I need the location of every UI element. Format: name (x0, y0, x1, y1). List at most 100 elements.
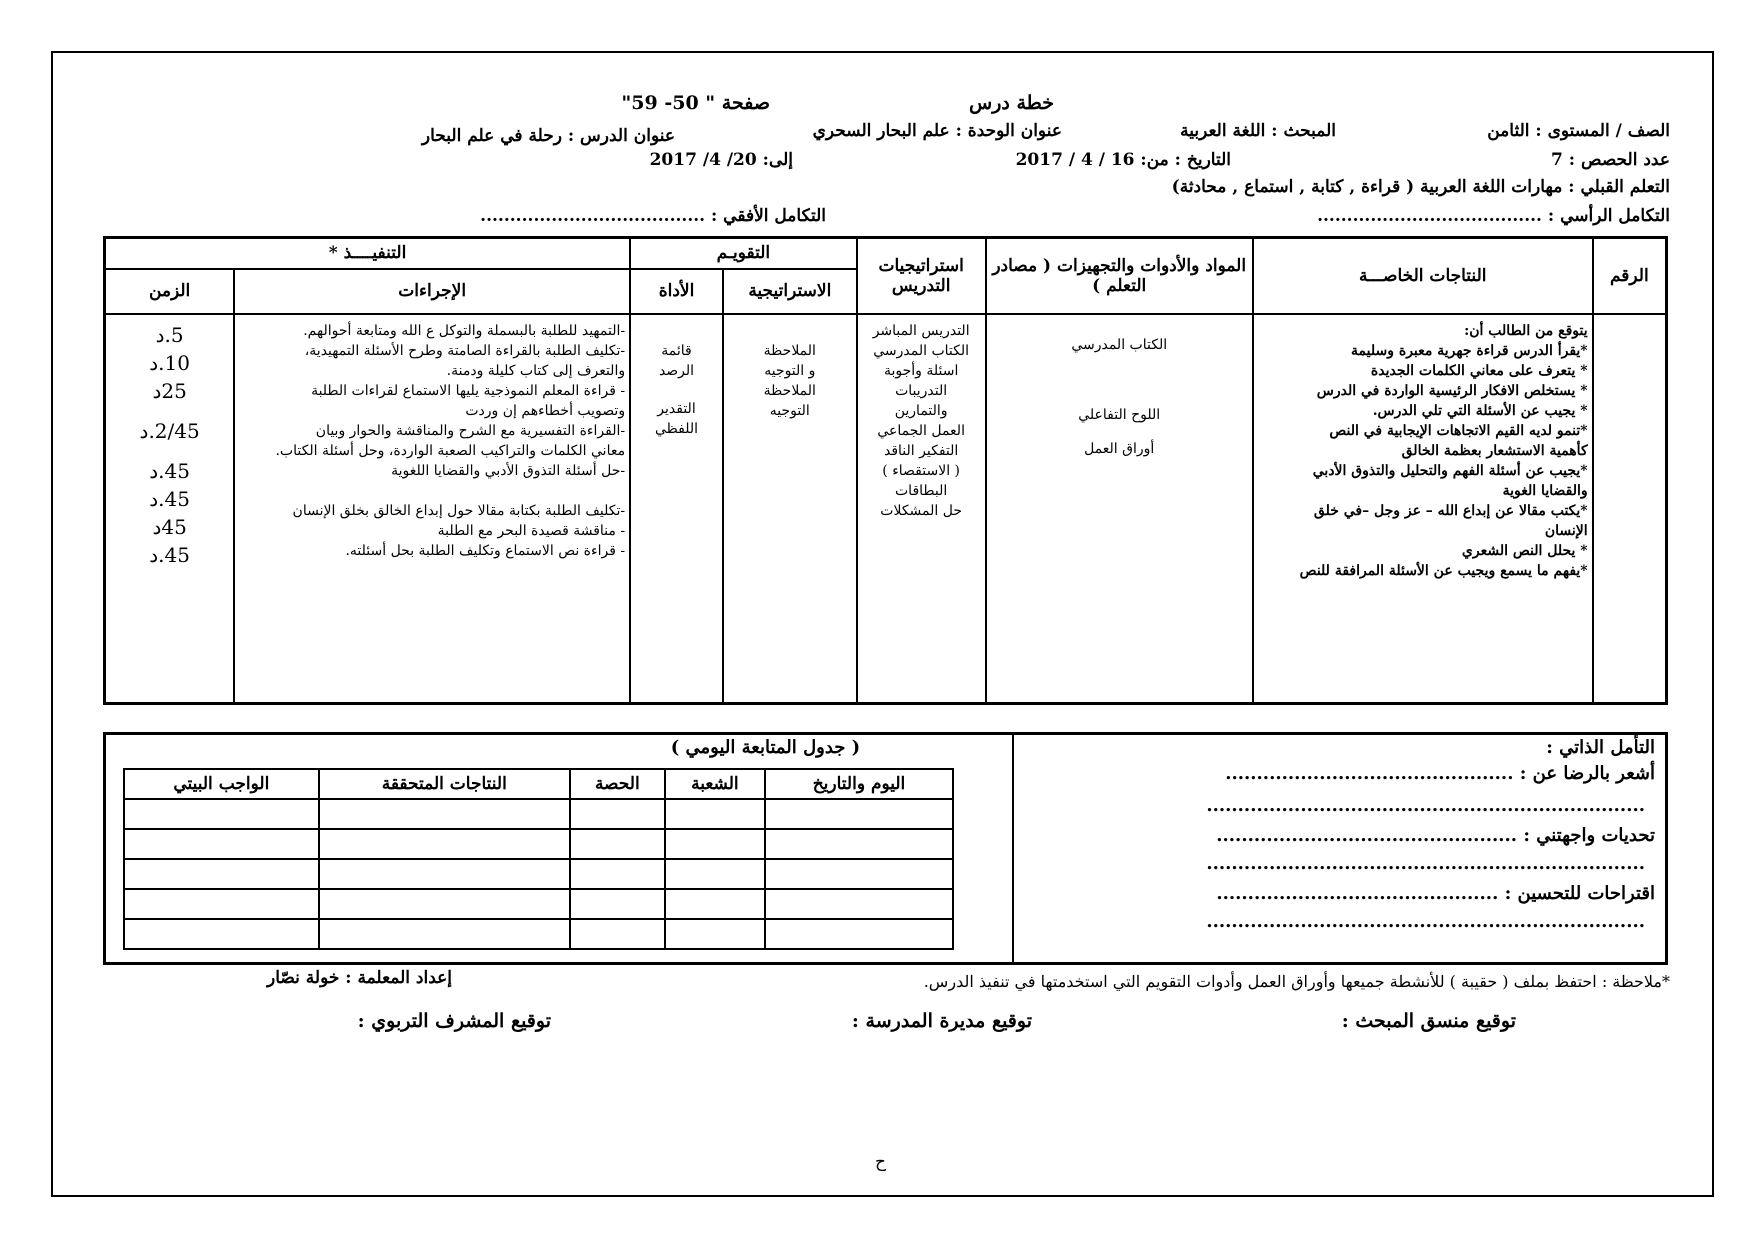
prepared-by: إعداد المعلمة : خولة نصّار (267, 968, 452, 988)
followup-cell (123, 918, 320, 950)
followup-cell (123, 798, 320, 830)
followup-cell (663, 798, 766, 830)
followup-header: الشعبة (663, 768, 766, 800)
reflection-line: ........................................… (1206, 911, 1645, 932)
cell-line: - مناقشة قصيدة البحر مع الطلبة (437, 522, 626, 539)
cell-line: التقدير (657, 400, 696, 417)
cell-line: * يستخلص الافكار الرئيسية الواردة في الد… (1316, 382, 1588, 399)
cell-line: -القراءة التفسيرية مع الشرح والمناقشة وا… (315, 422, 626, 439)
cell-line: *يقرأ الدرس قراءة جهرية معبرة وسليمة (1351, 342, 1588, 359)
number-cell (1591, 312, 1668, 705)
cell-line: * يحلل النص الشعري (1461, 542, 1588, 559)
bottom-box: التأمل الذاتي : أشعر بالرضا عن : .......… (103, 732, 1668, 965)
followup-cell (317, 828, 571, 860)
periods: عدد الحصص : 7 (1551, 150, 1670, 170)
cell-line: والتعرف إلى كتاب كليلة ودمنة. (446, 362, 626, 379)
followup-cell (663, 888, 766, 920)
cell-line: والتمارين (894, 402, 948, 419)
followup-row (123, 888, 955, 920)
cell-line: -التمهيد للطلبة بالبسملة والتوكل ع الله … (303, 322, 626, 339)
header-cell: استراتيجيات التدريس (855, 236, 987, 315)
followup-row (123, 918, 955, 950)
time-line: 5.د (155, 322, 184, 347)
signature: توقيع مديرة المدرسة : (851, 1010, 1032, 1032)
signature: توقيع المشرف التربوي : (357, 1010, 551, 1032)
cell-line: الملاحظة (763, 382, 816, 399)
strategies-cell: التدريس المباشر الكتاب المدرسي اسئلة وأجوب… (855, 312, 987, 705)
time-line: 2/45.د (139, 418, 200, 443)
followup-cell (317, 858, 571, 890)
outcomes-cell: يتوقع من الطالب أن: *يقرأ الدرس قراءة جهر… (1251, 312, 1594, 705)
horizontal-integration: التكامل الأفقي : .......................… (480, 206, 826, 226)
cell-line: * يجيب عن الأسئلة التي تلي الدرس. (1372, 402, 1588, 419)
cell-line: حل المشكلات (880, 502, 962, 519)
vertical-integration: التكامل الرأسي : .......................… (1317, 206, 1670, 226)
time-line: 45.د (149, 458, 190, 483)
followup-header: النتاجات المتحققة (317, 768, 571, 800)
subject: المبحث : اللغة العربية (1180, 121, 1336, 141)
cell-line: و التوجيه (764, 362, 816, 379)
cell-line: الكتاب المدرسي (1071, 336, 1168, 353)
divider (1012, 735, 1014, 962)
time-cell: 5.د 10.د 25د 2/45.د 45.د 45.د 45د 45.د (103, 312, 236, 705)
header-cell: الإجراءات (233, 267, 632, 315)
cell-line: * يتعرف على معاني الكلمات الجديدة (1370, 362, 1588, 379)
cell-line: الكتاب المدرسي (873, 342, 970, 359)
lesson: عنوان الدرس : رحلة في علم البحار (421, 126, 675, 146)
cell-line: معاني الكلمات والتراكيب الصعبة الواردة، … (275, 442, 626, 459)
header-cell: الاستراتيجية (721, 267, 858, 315)
reflection-line: ........................................… (1206, 795, 1645, 816)
cell-line: وتصويب أخطاءهم إن وردت (465, 402, 626, 419)
reflection-line: اقتراحات للتحسين : .....................… (1216, 883, 1655, 904)
followup-table: اليوم والتاريخ الشعبة الحصة النتاجات المتحق… (123, 768, 955, 950)
page-frame (51, 51, 1714, 1197)
cell-line: أوراق العمل (1084, 440, 1155, 457)
header-cell: النتاجات الخاصـــة (1251, 236, 1594, 315)
cell-line: *يجيب عن أسئلة الفهم والتحليل والتذوق ال… (1312, 462, 1588, 479)
unit: عنوان الوحدة : علم البحار السحري (812, 121, 1062, 141)
reflection-title: التأمل الذاتي : (1546, 737, 1655, 758)
reflection-line: ........................................… (1206, 853, 1645, 874)
cell-line: الملاحظة (763, 342, 816, 359)
materials-cell: الكتاب المدرسي اللوح التفاعلي أوراق العمل (984, 312, 1254, 705)
followup-cell (123, 858, 320, 890)
time-line: 25د (152, 378, 187, 403)
reflection-line: أشعر بالرضا عن : .......................… (1225, 763, 1655, 784)
note: *ملاحظة : احتفظ بملف ( حقيبة ) للأنشطة ج… (923, 972, 1670, 991)
followup-header: اليوم والتاريخ (763, 768, 955, 800)
signature: توقيع منسق المبحث : (1341, 1010, 1516, 1032)
cell-line: -حل أسئلة التذوق الأدبي والقضايا اللغوية (391, 462, 626, 479)
cell-line: *تنمو لديه القيم الاتجاهات الإيجابية في … (1329, 422, 1588, 439)
followup-cell (663, 858, 766, 890)
cell-line: يتوقع من الطالب أن: (1464, 322, 1588, 339)
cell-line: *يكتب مقالا عن إبداع الله – عز وجل –في خ… (1313, 502, 1588, 519)
cell-line: -تكليف الطلبة بكتابة مقالا حول إبداع الخ… (292, 502, 626, 519)
followup-cell (317, 798, 571, 830)
cell-line: اللفظي (654, 420, 699, 437)
doc-title: خطة درس (969, 92, 1054, 114)
page-range: صفحة " 50- 59" (621, 92, 770, 114)
followup-cell (763, 858, 955, 890)
followup-cell (763, 888, 955, 920)
cell-line: الرصد (658, 362, 695, 379)
cell-line: كأهمية الاستشعار بعظمة الخالق (1401, 442, 1588, 459)
followup-cell (317, 888, 571, 920)
time-line: 45.د (149, 542, 190, 567)
followup-row (123, 798, 955, 830)
followup-cell (568, 828, 666, 860)
page-letter: ح (875, 1152, 886, 1172)
cell-line: العمل الجماعي (877, 422, 965, 439)
lesson-table: الرقم النتاجات الخاصـــة المواد والأدوات… (103, 236, 1668, 705)
followup-cell (663, 828, 766, 860)
prior-learning: التعلم القبلي : مهارات اللغة العربية ( ق… (1171, 177, 1670, 197)
header-cell: المواد والأدوات والتجهيزات ( مصادر التعل… (984, 236, 1254, 315)
followup-row (123, 828, 955, 860)
cell-line: والقضايا الغوية (1502, 482, 1588, 499)
followup-cell (317, 918, 571, 950)
cell-line: التدريس المباشر (872, 322, 970, 339)
cell-line: اللوح التفاعلي (1078, 406, 1161, 423)
header-cell: التقويـم (629, 236, 858, 270)
header-cell: الزمن (103, 267, 236, 315)
header-cell: الرقم (1591, 236, 1668, 315)
